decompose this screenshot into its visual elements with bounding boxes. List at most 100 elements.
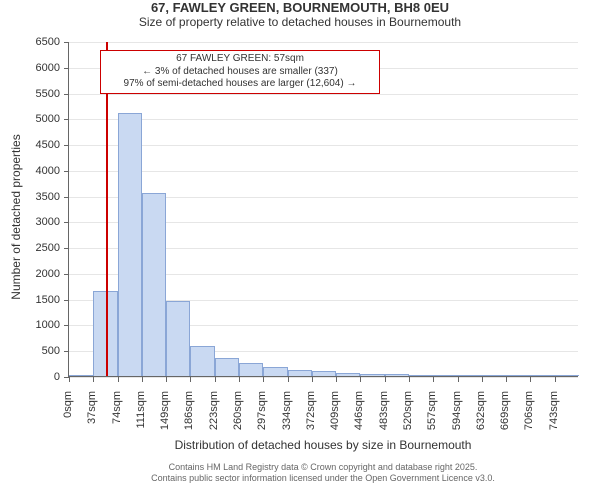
y-tick-label: 1000 bbox=[0, 319, 60, 331]
histogram-bar bbox=[118, 113, 142, 376]
y-tick-mark bbox=[64, 325, 69, 326]
x-tick-label: 111sqm bbox=[135, 391, 147, 441]
x-tick-mark bbox=[385, 377, 386, 382]
x-tick-label: 186sqm bbox=[183, 391, 195, 441]
x-tick-label: 409sqm bbox=[329, 391, 341, 441]
x-tick-label: 632sqm bbox=[475, 391, 487, 441]
x-tick-mark bbox=[530, 377, 531, 382]
y-tick-mark bbox=[64, 119, 69, 120]
y-tick-label: 4500 bbox=[0, 139, 60, 151]
x-tick-label: 297sqm bbox=[256, 391, 268, 441]
y-tick-mark bbox=[64, 68, 69, 69]
x-tick-mark bbox=[215, 377, 216, 382]
y-tick-label: 0 bbox=[0, 371, 60, 383]
histogram-bar bbox=[239, 363, 263, 376]
histogram-bar bbox=[530, 375, 554, 376]
x-tick-mark bbox=[288, 377, 289, 382]
x-tick-mark bbox=[69, 377, 70, 382]
x-tick-label: 743sqm bbox=[548, 391, 560, 441]
histogram-bar bbox=[336, 373, 360, 376]
histogram-bar bbox=[458, 375, 482, 376]
y-tick-mark bbox=[64, 222, 69, 223]
x-tick-label: 149sqm bbox=[159, 391, 171, 441]
y-tick-mark bbox=[64, 274, 69, 275]
y-tick-label: 5500 bbox=[0, 88, 60, 100]
histogram-bar bbox=[190, 346, 214, 376]
y-tick-label: 6500 bbox=[0, 36, 60, 48]
gridline bbox=[69, 171, 578, 172]
y-tick-label: 3000 bbox=[0, 216, 60, 228]
y-tick-label: 2000 bbox=[0, 268, 60, 280]
y-tick-label: 500 bbox=[0, 345, 60, 357]
x-tick-label: 594sqm bbox=[451, 391, 463, 441]
histogram-bar bbox=[288, 370, 312, 376]
y-tick-label: 1500 bbox=[0, 294, 60, 306]
x-tick-label: 706sqm bbox=[523, 391, 535, 441]
y-tick-mark bbox=[64, 248, 69, 249]
histogram-bar bbox=[433, 375, 457, 376]
histogram-bar bbox=[69, 375, 93, 376]
chart-title: 67, FAWLEY GREEN, BOURNEMOUTH, BH8 0EU bbox=[0, 0, 600, 15]
y-tick-label: 3500 bbox=[0, 191, 60, 203]
x-tick-mark bbox=[433, 377, 434, 382]
x-tick-mark bbox=[555, 377, 556, 382]
gridline bbox=[69, 377, 578, 378]
histogram-bar bbox=[555, 375, 579, 376]
y-tick-mark bbox=[64, 171, 69, 172]
x-tick-mark bbox=[118, 377, 119, 382]
x-tick-label: 483sqm bbox=[378, 391, 390, 441]
histogram-bar bbox=[312, 371, 336, 376]
x-tick-mark bbox=[312, 377, 313, 382]
x-tick-label: 372sqm bbox=[305, 391, 317, 441]
y-tick-mark bbox=[64, 300, 69, 301]
y-tick-label: 2500 bbox=[0, 242, 60, 254]
x-tick-label: 446sqm bbox=[353, 391, 365, 441]
histogram-bar bbox=[482, 375, 506, 376]
y-tick-mark bbox=[64, 145, 69, 146]
y-tick-mark bbox=[64, 94, 69, 95]
x-tick-label: 74sqm bbox=[111, 391, 123, 441]
x-tick-label: 334sqm bbox=[281, 391, 293, 441]
callout-box: 67 FAWLEY GREEN: 57sqm← 3% of detached h… bbox=[100, 50, 380, 94]
x-tick-label: 557sqm bbox=[426, 391, 438, 441]
x-tick-label: 223sqm bbox=[208, 391, 220, 441]
x-tick-label: 260sqm bbox=[232, 391, 244, 441]
attribution-text: Contains HM Land Registry data © Crown c… bbox=[68, 462, 578, 484]
x-tick-label: 520sqm bbox=[402, 391, 414, 441]
x-tick-mark bbox=[458, 377, 459, 382]
x-tick-label: 669sqm bbox=[499, 391, 511, 441]
x-tick-mark bbox=[360, 377, 361, 382]
attribution-line-2: Contains public sector information licen… bbox=[68, 473, 578, 484]
x-tick-mark bbox=[93, 377, 94, 382]
x-tick-mark bbox=[506, 377, 507, 382]
histogram-bar bbox=[263, 367, 287, 376]
histogram-bar bbox=[360, 374, 384, 376]
x-tick-mark bbox=[190, 377, 191, 382]
chart-subtitle: Size of property relative to detached ho… bbox=[0, 15, 600, 29]
x-tick-mark bbox=[166, 377, 167, 382]
gridline bbox=[69, 145, 578, 146]
callout-line-1: 67 FAWLEY GREEN: 57sqm bbox=[105, 53, 375, 66]
gridline bbox=[69, 42, 578, 43]
y-tick-mark bbox=[64, 42, 69, 43]
y-tick-label: 5000 bbox=[0, 113, 60, 125]
callout-line-2: ← 3% of detached houses are smaller (337… bbox=[105, 66, 375, 79]
callout-line-3: 97% of semi-detached houses are larger (… bbox=[105, 78, 375, 91]
chart-figure: 67, FAWLEY GREEN, BOURNEMOUTH, BH8 0EU S… bbox=[0, 0, 600, 500]
histogram-bar bbox=[166, 301, 190, 376]
gridline bbox=[69, 94, 578, 95]
x-tick-mark bbox=[482, 377, 483, 382]
x-tick-mark bbox=[239, 377, 240, 382]
histogram-bar bbox=[215, 358, 239, 376]
histogram-bar bbox=[409, 375, 433, 376]
y-tick-mark bbox=[64, 197, 69, 198]
attribution-line-1: Contains HM Land Registry data © Crown c… bbox=[68, 462, 578, 473]
x-tick-mark bbox=[336, 377, 337, 382]
x-tick-mark bbox=[409, 377, 410, 382]
x-tick-mark bbox=[263, 377, 264, 382]
x-tick-label: 37sqm bbox=[86, 391, 98, 441]
histogram-bar bbox=[385, 374, 409, 376]
y-tick-label: 4000 bbox=[0, 165, 60, 177]
gridline bbox=[69, 119, 578, 120]
histogram-bar bbox=[506, 375, 530, 376]
